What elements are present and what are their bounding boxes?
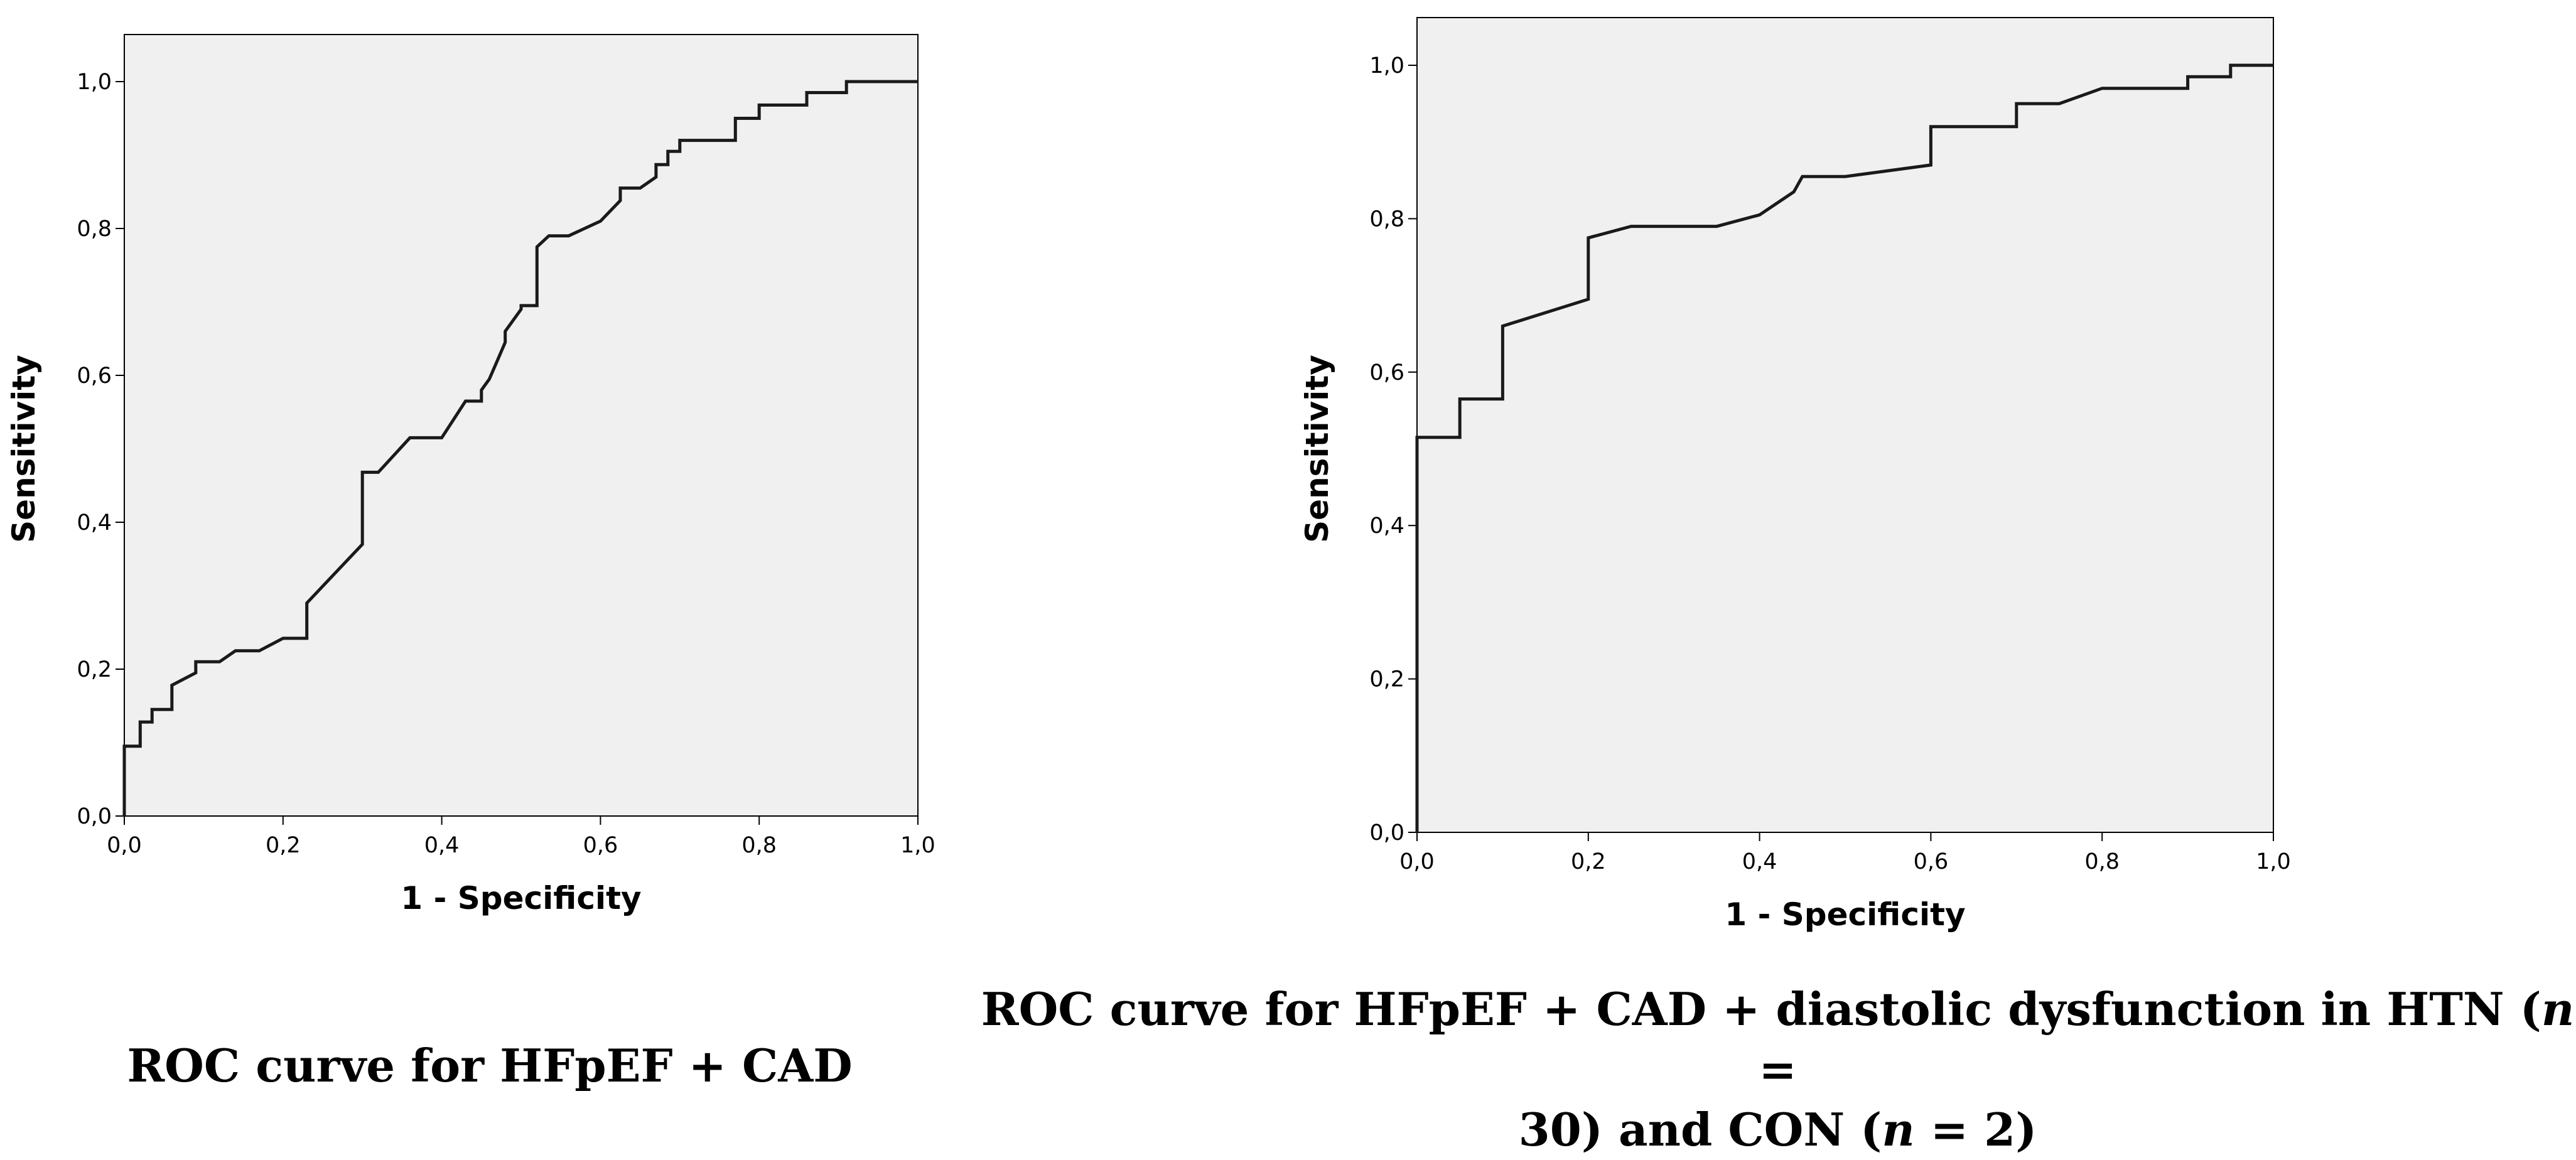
x-tick-label: 0,0 (1399, 849, 1435, 874)
right-panel: 0,0 0,2 0,4 0,6 0,8 1,0 0,0 0,2 0,4 0,6 0,8 1,0 1 - … (979, 0, 2576, 1156)
y-tick-label: 0,2 (1369, 667, 1404, 692)
x-tick-label: 0,2 (266, 833, 301, 858)
caption-left: ROC curve for HFpEF + CAD (0, 1036, 979, 1096)
y-axis-title: Sensitivity (6, 355, 42, 543)
left-panel: 0,0 0,2 0,4 0,6 0,8 1,0 0,0 0,2 0,4 0,6 0,8 1,0 1 - … (0, 0, 979, 1095)
roc-chart-hfpef-cad: 0,0 0,2 0,4 0,6 0,8 1,0 0,0 0,2 0,4 0,6 0,8 1,0 1 - … (6, 34, 935, 916)
x-tick-label: 0,6 (583, 833, 618, 858)
x-tick-label: 0,0 (107, 833, 142, 858)
caption-right-line1-post: = (1759, 1043, 1797, 1096)
x-tick-label: 1,0 (900, 833, 935, 858)
x-tick-label: 0,8 (741, 833, 777, 858)
plot-area (1416, 17, 2274, 833)
y-tick-label: 0,0 (1369, 820, 1404, 846)
caption-right: ROC curve for HFpEF + CAD + diastolic dy… (979, 979, 2576, 1160)
caption-right-line1-pre: ROC curve for HFpEF + CAD + diastolic dy… (981, 982, 2541, 1036)
caption-right-line2-n: n (1882, 1103, 1915, 1156)
caption-right-line2-pre: 30) and CON ( (1518, 1103, 1882, 1156)
x-axis-title: 1 - Specificity (401, 880, 641, 916)
x-tick-label: 0,4 (424, 833, 460, 858)
y-tick-label: 0,6 (1369, 360, 1404, 385)
y-tick-label: 0,0 (77, 804, 112, 829)
caption-right-line2-post: = 2) (1914, 1103, 2037, 1156)
y-tick-label: 0,4 (77, 510, 112, 535)
y-tick-label: 1,0 (77, 70, 112, 95)
x-axis-title: 1 - Specificity (1725, 896, 1965, 933)
caption-left-text: ROC curve for HFpEF + CAD (127, 1039, 853, 1092)
x-tick-label: 0,8 (2084, 849, 2120, 874)
y-tick-label: 0,8 (77, 217, 112, 242)
x-tick-label: 0,6 (1914, 849, 1949, 874)
roc-curve-line (1415, 63, 2273, 832)
y-tick-label: 1,0 (1369, 53, 1404, 78)
x-tick-label: 1,0 (2256, 849, 2291, 874)
roc-curve-line (122, 80, 918, 816)
y-tick-label: 0,6 (77, 363, 112, 389)
caption-right-line1-n: n (2541, 982, 2575, 1036)
y-axis-title: Sensitivity (1299, 355, 1335, 543)
y-tick-label: 0,4 (1369, 513, 1404, 539)
plot-area (124, 34, 919, 817)
y-tick-label: 0,2 (77, 657, 112, 682)
x-tick-label: 0,2 (1571, 849, 1606, 874)
y-tick-label: 0,8 (1369, 207, 1404, 232)
roc-chart-hfpef-cad-dd: 0,0 0,2 0,4 0,6 0,8 1,0 0,0 0,2 0,4 0,6 0,8 1,0 1 - … (1299, 17, 2291, 933)
x-tick-label: 0,4 (1742, 849, 1777, 874)
